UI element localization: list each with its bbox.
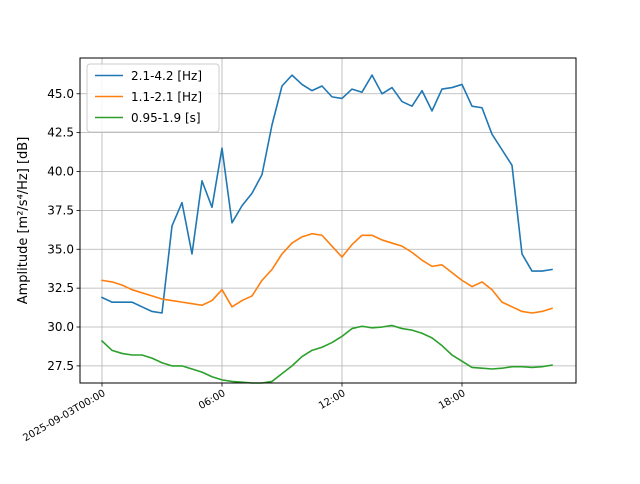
y-tick-label: 35.0	[47, 242, 74, 256]
plot-frame	[79, 57, 577, 384]
series-line-1	[100, 74, 553, 314]
y-axis-label: Amplitude [m²/s⁴/Hz] [dB]	[16, 137, 31, 305]
legend-box	[86, 63, 220, 133]
series-line-3	[100, 324, 553, 384]
legend-label: 1.1-2.1 [Hz]	[131, 90, 202, 104]
legend: 2.1-4.2 [Hz] 1.1-2.1 [Hz] 0.95-1.9 [s]	[86, 63, 220, 133]
y-tick-label: 37.5	[47, 203, 74, 217]
y-tick-label: 27.5	[47, 359, 74, 373]
legend-label: 2.1-4.2 [Hz]	[131, 69, 202, 83]
y-axis-ticks: 27.5 30.0 32.5 35.0 37.5 40.0 42.5 45.0	[47, 87, 80, 373]
y-tick-label: 30.0	[47, 320, 74, 334]
y-tick-label: 42.5	[47, 126, 74, 140]
y-tick-label: 32.5	[47, 281, 74, 295]
grid	[80, 58, 576, 383]
series-lines	[100, 74, 554, 384]
series-line-2	[101, 232, 554, 314]
y-tick-label: 40.0	[47, 165, 74, 179]
y-tick-label: 45.0	[47, 87, 74, 101]
legend-label: 0.95-1.9 [s]	[131, 111, 201, 125]
